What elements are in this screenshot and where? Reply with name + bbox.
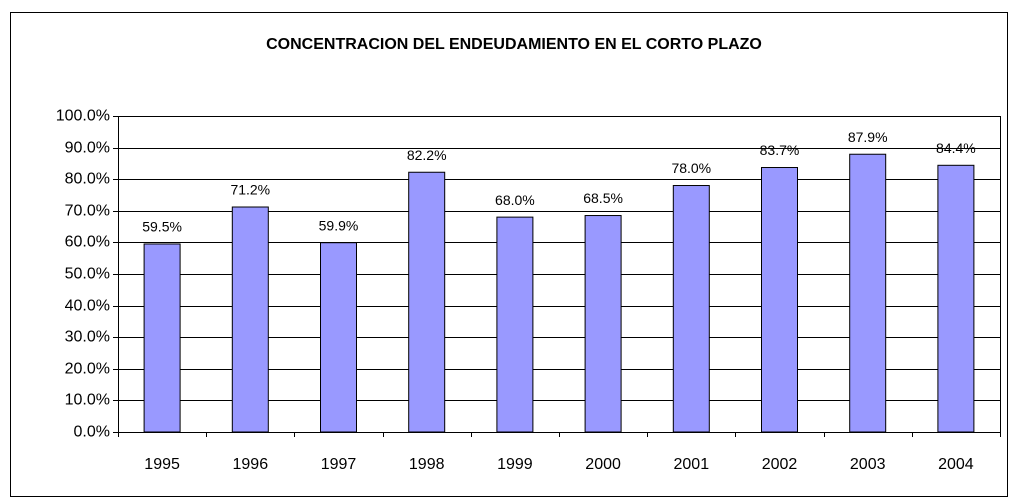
y-tick-label: 0.0% [74, 424, 110, 441]
data-label: 82.2% [407, 147, 447, 163]
y-tick-label: 10.0% [65, 392, 110, 409]
y-tick-label: 80.0% [65, 171, 110, 188]
x-tick-label: 1995 [144, 456, 180, 473]
x-tick-label: 2003 [850, 456, 886, 473]
chart-title: CONCENTRACION DEL ENDEUDAMIENTO EN EL CO… [266, 36, 762, 53]
y-tick-label: 50.0% [65, 266, 110, 283]
x-tick-label: 1999 [497, 456, 533, 473]
bar [143, 243, 181, 433]
x-tick-label: 2000 [585, 456, 621, 473]
data-label: 68.5% [583, 190, 623, 206]
x-tick-label: 2004 [938, 456, 974, 473]
y-tick-label: 40.0% [65, 298, 110, 315]
bar [849, 153, 887, 433]
bar [761, 167, 798, 433]
bar [584, 215, 622, 433]
data-label: 71.2% [230, 182, 270, 198]
x-tick-label: 1996 [233, 456, 269, 473]
bar [937, 164, 975, 433]
y-tick-label: 70.0% [65, 203, 110, 220]
x-tick-label: 1998 [409, 456, 445, 473]
bar [408, 171, 446, 433]
bar [320, 242, 357, 433]
data-label: 59.5% [142, 219, 182, 235]
data-label: 78.0% [671, 160, 711, 176]
y-tick-label: 20.0% [65, 361, 110, 378]
data-label: 68.0% [495, 192, 535, 208]
data-label: 83.7% [760, 142, 800, 158]
y-tick-label: 100.0% [56, 108, 110, 125]
y-tick-label: 60.0% [65, 234, 110, 251]
x-tick-label: 2001 [674, 456, 710, 473]
y-tick-label: 90.0% [65, 140, 110, 157]
bar [496, 216, 534, 433]
data-label: 87.9% [848, 129, 888, 145]
data-label: 59.9% [319, 217, 359, 233]
y-tick-label: 30.0% [65, 329, 110, 346]
data-label: 84.4% [936, 140, 976, 156]
x-tick-label: 1997 [321, 456, 357, 473]
x-tick-label: 2002 [762, 456, 798, 473]
bar [231, 206, 269, 433]
bar [672, 185, 710, 433]
